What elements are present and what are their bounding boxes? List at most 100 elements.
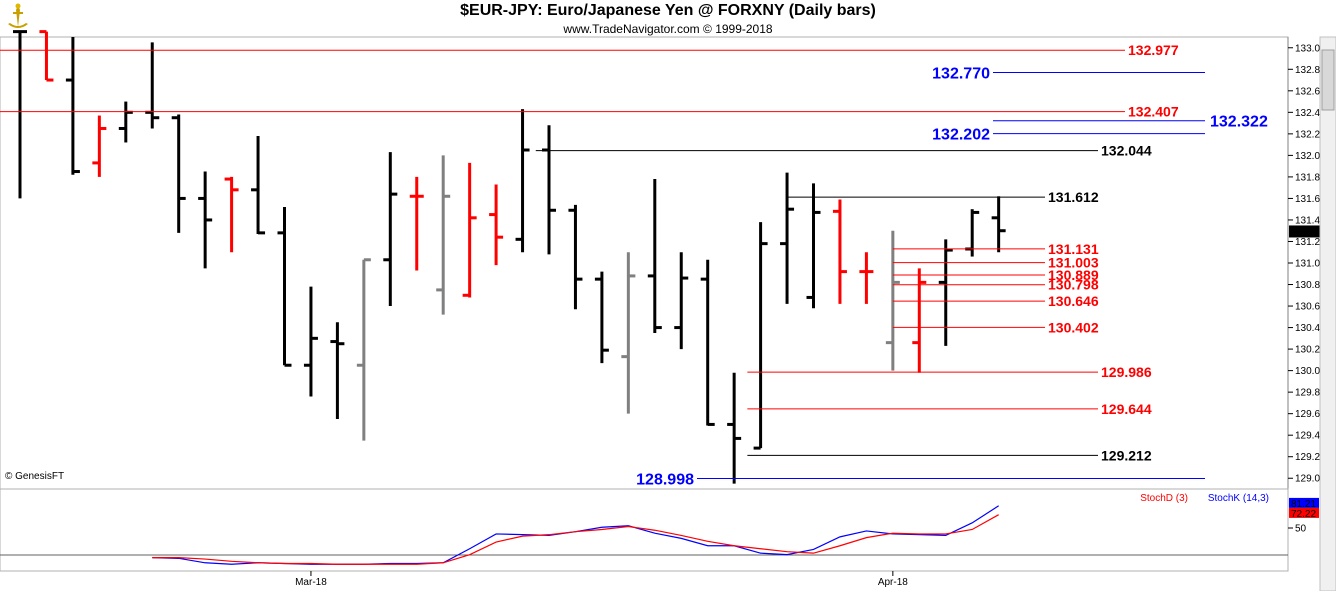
ohlc-bar xyxy=(542,125,556,255)
price-tick-label: 129.600 xyxy=(1295,409,1332,420)
level-label: 130.889 xyxy=(1048,267,1099,283)
ohlc-bar xyxy=(753,222,768,450)
ohlc-bar xyxy=(383,152,398,307)
stoch-d-line xyxy=(152,514,999,565)
level-label: 128.998 xyxy=(636,471,694,488)
price-tick-label: 129.800 xyxy=(1295,388,1332,399)
price-tick-label: 129.000 xyxy=(1295,474,1332,485)
ohlc-bar xyxy=(436,155,451,315)
level-label: 132.202 xyxy=(932,127,990,144)
ohlc-bar xyxy=(251,136,266,235)
level-lines: 132.977 132.770 132.407 132.322 132.202 132.0… xyxy=(0,42,1268,488)
price-tick-label: 131.200 xyxy=(1295,237,1332,248)
level-label: 132.770 xyxy=(932,66,990,83)
level-label: 130.798 xyxy=(1048,277,1099,293)
ohlc-bar xyxy=(859,252,874,304)
ohlc-bar xyxy=(92,115,107,177)
price-tick-label: 130.800 xyxy=(1295,280,1332,291)
ohlc-bar xyxy=(568,204,583,310)
time-tick-label: Apr-18 xyxy=(878,577,908,588)
price-tick-label: 130.600 xyxy=(1295,302,1332,313)
ohlc-bar xyxy=(938,239,953,346)
ohlc-bar xyxy=(912,268,927,373)
price-tick-label: 130.000 xyxy=(1295,366,1332,377)
ohlc-bar xyxy=(780,172,795,304)
ohlc-bar xyxy=(330,322,345,420)
credit-text: © GenesisFT xyxy=(5,471,64,482)
level-label: 129.986 xyxy=(1101,364,1152,380)
ohlc-bar xyxy=(727,372,742,484)
legend-stochk: StochK (14,3) xyxy=(1208,493,1269,504)
time-tick-label: Mar-18 xyxy=(295,577,327,588)
trade-navigator-logo xyxy=(2,2,34,32)
time-axis: Mar-18 Apr-18 xyxy=(0,570,1288,588)
ohlc-bar xyxy=(674,252,689,350)
ohlc-bar xyxy=(277,207,292,367)
ohlc-bar xyxy=(515,109,530,253)
stoch-k-value: 81.21 xyxy=(1291,499,1316,510)
ohlc-bar xyxy=(171,114,186,233)
price-tick-label: 129.400 xyxy=(1295,431,1332,442)
ohlc-bar xyxy=(198,171,213,269)
price-bars xyxy=(13,30,1006,484)
ohlc-bar xyxy=(832,199,847,304)
stochastic-lines xyxy=(152,505,999,565)
price-tick-label: 133.000 xyxy=(1295,43,1332,54)
chart-subtitle: www.TradeNavigator.com © 1999-2018 xyxy=(563,22,773,36)
ohlc-bar xyxy=(489,184,504,266)
ohlc-bar xyxy=(65,37,80,175)
price-tick-label: 132.000 xyxy=(1295,151,1332,162)
level-label: 129.212 xyxy=(1101,447,1152,463)
stoch-tick-label: 50 xyxy=(1295,524,1307,535)
ohlc-bar xyxy=(13,30,27,199)
level-label: 131.131 xyxy=(1048,241,1099,257)
ohlc-bar xyxy=(118,101,133,143)
price-tick-label: 132.600 xyxy=(1295,86,1332,97)
scroll-thumb[interactable] xyxy=(1321,49,1335,111)
scrollbar[interactable] xyxy=(1319,36,1336,591)
level-label: 130.646 xyxy=(1048,293,1099,309)
ohlc-bar xyxy=(806,183,821,309)
last-price-label: 131.293 xyxy=(1291,227,1328,238)
price-tick-label: 132.200 xyxy=(1295,129,1332,140)
price-tick-label: 132.800 xyxy=(1295,65,1332,76)
price-tick-label: 131.600 xyxy=(1295,194,1332,205)
last-price-marker: 131.293 xyxy=(1289,225,1329,238)
ohlc-bar xyxy=(965,209,980,257)
level-label: 130.402 xyxy=(1048,319,1099,335)
ohlc-bar xyxy=(462,162,477,298)
level-label: 131.003 xyxy=(1048,255,1099,271)
level-label: 131.612 xyxy=(1048,189,1099,205)
price-tick-label: 129.200 xyxy=(1295,452,1332,463)
price-tick-label: 132.400 xyxy=(1295,108,1332,119)
ohlc-bar xyxy=(594,271,609,364)
legend-stochd: StochD (3) xyxy=(1140,493,1188,504)
stoch-k-value-box xyxy=(1289,497,1319,508)
stochastic-legend: StochD (3) StochK (14,3) xyxy=(1140,493,1269,504)
ohlc-bar xyxy=(700,259,715,426)
level-label: 129.644 xyxy=(1101,401,1152,417)
ohlc-bar xyxy=(991,196,1006,253)
level-label: 132.322 xyxy=(1210,114,1268,131)
stoch-d-value-box xyxy=(1289,507,1319,518)
ohlc-bar xyxy=(145,42,160,129)
ohlc-bar xyxy=(39,30,54,82)
ohlc-bar xyxy=(224,176,239,253)
level-label: 132.977 xyxy=(1128,42,1179,58)
price-axis: 133.000 132.800 132.600 132.400 132.200 132.0… xyxy=(1287,37,1332,571)
price-panel[interactable]: 132.977 132.770 132.407 132.322 132.202 132.0… xyxy=(0,30,1332,571)
ohlc-bar xyxy=(621,252,636,414)
ohlc-bar xyxy=(303,286,318,397)
stoch-d-value: 72.22 xyxy=(1291,509,1316,520)
price-tick-label: 130.400 xyxy=(1295,323,1332,334)
price-tick-label: 131.000 xyxy=(1295,259,1332,270)
time-ticks: Mar-18 Apr-18 xyxy=(295,571,908,588)
chart-title: $EUR-JPY: Euro/Japanese Yen @ FORXNY (Da… xyxy=(460,2,876,19)
price-tick-label: 130.200 xyxy=(1295,345,1332,356)
ohlc-bar xyxy=(356,258,371,441)
level-label: 132.044 xyxy=(1101,143,1152,159)
price-tick-label: 131.800 xyxy=(1295,172,1332,183)
